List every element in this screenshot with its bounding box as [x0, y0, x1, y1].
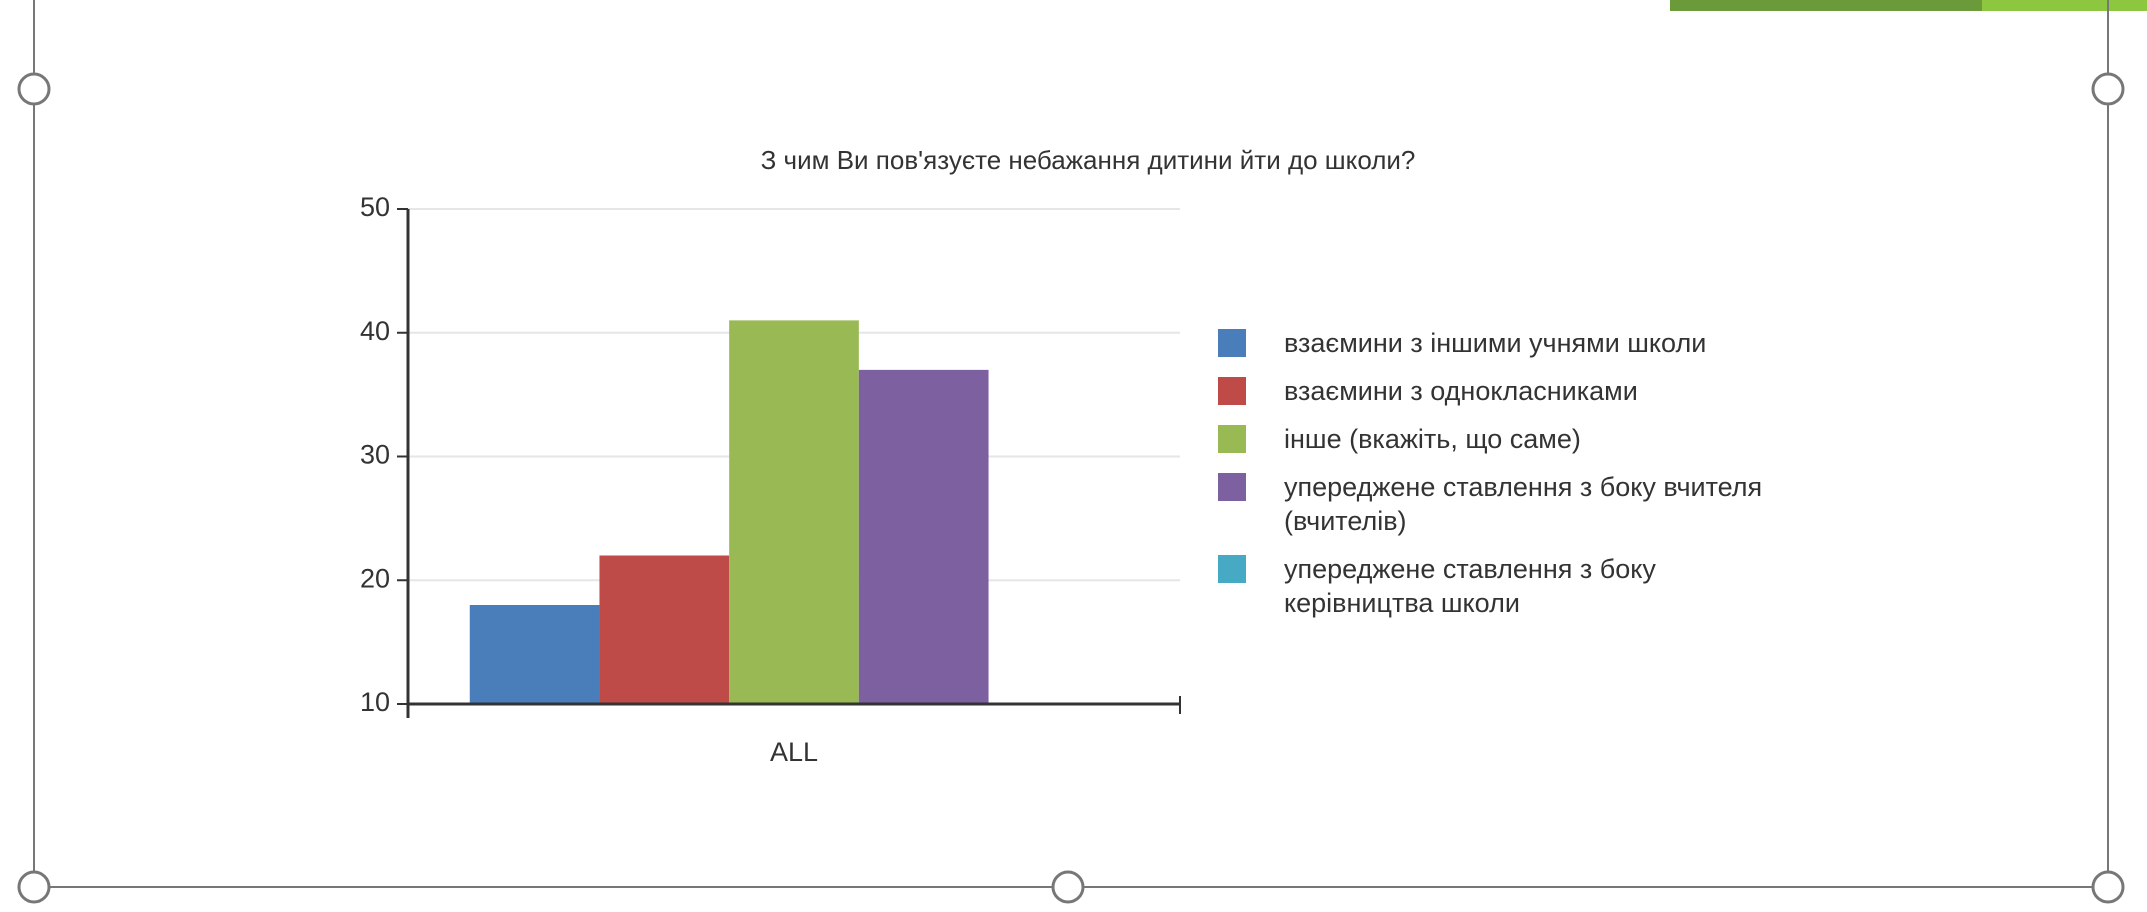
y-tick-label: 20 [360, 563, 390, 593]
legend-item: упереджене ставлення з боку вчителя (вчи… [1218, 470, 1858, 538]
decor-bar [1670, 0, 1982, 11]
legend-swatch [1218, 473, 1246, 501]
legend-item: взаємини з іншими учнями школи [1218, 326, 1858, 360]
y-tick-label: 40 [360, 316, 390, 346]
bar [858, 369, 989, 704]
legend-label: інше (вкажіть, що саме) [1284, 424, 1581, 454]
legend-swatch [1218, 329, 1246, 357]
y-tick-label: 50 [360, 192, 390, 222]
bar [469, 605, 600, 704]
bar [599, 555, 730, 704]
chart-title: З чим Ви пов'язуєте небажання дитини йти… [761, 145, 1416, 175]
handles [17, 72, 2125, 904]
legend-item: взаємини з однокласниками [1218, 374, 1858, 408]
legend-item: інше (вкажіть, що саме) [1218, 422, 1858, 456]
legend-item: упереджене ставлення з боку керівництва … [1218, 552, 1858, 620]
legend-label: взаємини з однокласниками [1284, 376, 1638, 406]
bar [729, 320, 859, 704]
legend-swatch [1218, 377, 1246, 405]
x-tick-label: ALL [770, 737, 818, 767]
legend-label: упереджене ставлення з боку керівництва … [1284, 554, 1656, 618]
legend-swatch [1218, 425, 1246, 453]
decor-bar [1982, 0, 2147, 11]
legend-swatch [1218, 555, 1246, 583]
legend-label: взаємини з іншими учнями школи [1284, 328, 1707, 358]
legend-label: упереджене ставлення з боку вчителя (вчи… [1284, 472, 1763, 536]
y-tick-label: 30 [360, 440, 390, 470]
y-tick-label: 10 [360, 687, 390, 717]
legend: взаємини з іншими учнями школи взаємини з… [1218, 326, 1858, 634]
